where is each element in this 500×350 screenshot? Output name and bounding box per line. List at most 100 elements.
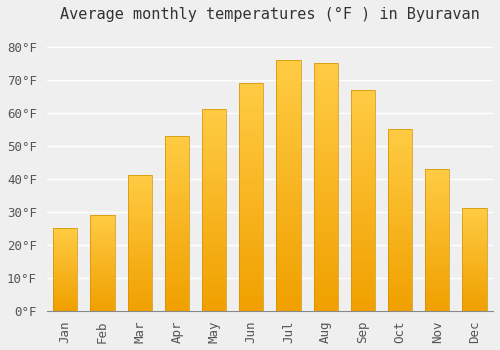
Bar xyxy=(90,217,114,219)
Bar xyxy=(239,243,264,247)
Bar xyxy=(90,225,114,226)
Bar xyxy=(388,198,412,202)
Bar xyxy=(462,292,486,294)
Bar xyxy=(425,200,450,203)
Bar xyxy=(276,120,300,125)
Bar xyxy=(276,291,300,296)
Bar xyxy=(239,306,264,311)
Bar xyxy=(425,229,450,231)
Bar xyxy=(165,178,189,181)
Bar xyxy=(462,309,486,311)
Bar xyxy=(388,158,412,162)
Bar xyxy=(202,250,226,254)
Bar xyxy=(90,215,114,311)
Bar xyxy=(128,297,152,300)
Bar xyxy=(128,230,152,232)
Bar xyxy=(90,257,114,259)
Bar xyxy=(239,110,264,115)
Bar xyxy=(314,113,338,118)
Bar xyxy=(462,266,486,268)
Bar xyxy=(53,241,78,243)
Bar xyxy=(425,197,450,200)
Bar xyxy=(388,166,412,169)
Bar xyxy=(462,215,486,217)
Bar xyxy=(53,299,78,301)
Bar xyxy=(388,213,412,216)
Bar xyxy=(90,259,114,261)
Bar xyxy=(351,147,375,152)
Bar xyxy=(239,119,264,124)
Bar xyxy=(276,266,300,271)
Bar xyxy=(128,254,152,257)
Bar xyxy=(165,304,189,307)
Bar xyxy=(165,143,189,146)
Bar xyxy=(425,248,450,251)
Bar xyxy=(276,231,300,236)
Bar xyxy=(53,274,78,276)
Bar xyxy=(128,227,152,230)
Bar xyxy=(90,244,114,246)
Bar xyxy=(351,116,375,120)
Bar xyxy=(202,194,226,198)
Bar xyxy=(351,298,375,302)
Bar xyxy=(239,256,264,261)
Bar xyxy=(351,205,375,209)
Bar xyxy=(239,142,264,147)
Bar xyxy=(53,276,78,278)
Bar xyxy=(53,270,78,271)
Bar xyxy=(239,178,264,183)
Bar xyxy=(90,223,114,225)
Bar xyxy=(90,232,114,234)
Bar xyxy=(351,120,375,125)
Bar xyxy=(314,68,338,73)
Bar xyxy=(425,194,450,197)
Bar xyxy=(314,172,338,177)
Bar xyxy=(239,101,264,106)
Bar xyxy=(128,178,152,181)
Bar xyxy=(276,80,300,85)
Bar xyxy=(314,127,338,132)
Bar xyxy=(90,294,114,295)
Bar xyxy=(239,238,264,243)
Bar xyxy=(90,230,114,232)
Bar xyxy=(314,182,338,187)
Bar xyxy=(90,307,114,309)
Bar xyxy=(276,130,300,135)
Bar xyxy=(462,250,486,251)
Bar xyxy=(388,231,412,234)
Bar xyxy=(276,246,300,251)
Bar xyxy=(165,262,189,265)
Bar xyxy=(128,243,152,246)
Bar xyxy=(90,219,114,221)
Bar xyxy=(462,296,486,299)
Bar xyxy=(239,124,264,128)
Bar xyxy=(314,212,338,217)
Bar xyxy=(425,211,450,214)
Bar xyxy=(276,140,300,145)
Bar xyxy=(425,297,450,300)
Bar xyxy=(388,285,412,289)
Bar xyxy=(128,259,152,262)
Bar xyxy=(314,98,338,103)
Bar xyxy=(462,305,486,307)
Bar xyxy=(276,180,300,185)
Bar xyxy=(276,160,300,165)
Bar xyxy=(314,296,338,301)
Bar xyxy=(128,235,152,238)
Bar xyxy=(314,197,338,202)
Bar xyxy=(128,200,152,203)
Bar xyxy=(53,289,78,291)
Bar xyxy=(314,142,338,147)
Bar xyxy=(351,125,375,130)
Bar xyxy=(239,128,264,133)
Bar xyxy=(276,95,300,100)
Bar xyxy=(53,288,78,289)
Bar xyxy=(165,269,189,272)
Bar xyxy=(276,110,300,115)
Bar xyxy=(351,258,375,262)
Bar xyxy=(388,184,412,187)
Bar xyxy=(90,269,114,271)
Bar xyxy=(202,279,226,282)
Bar xyxy=(388,224,412,227)
Bar xyxy=(388,191,412,195)
